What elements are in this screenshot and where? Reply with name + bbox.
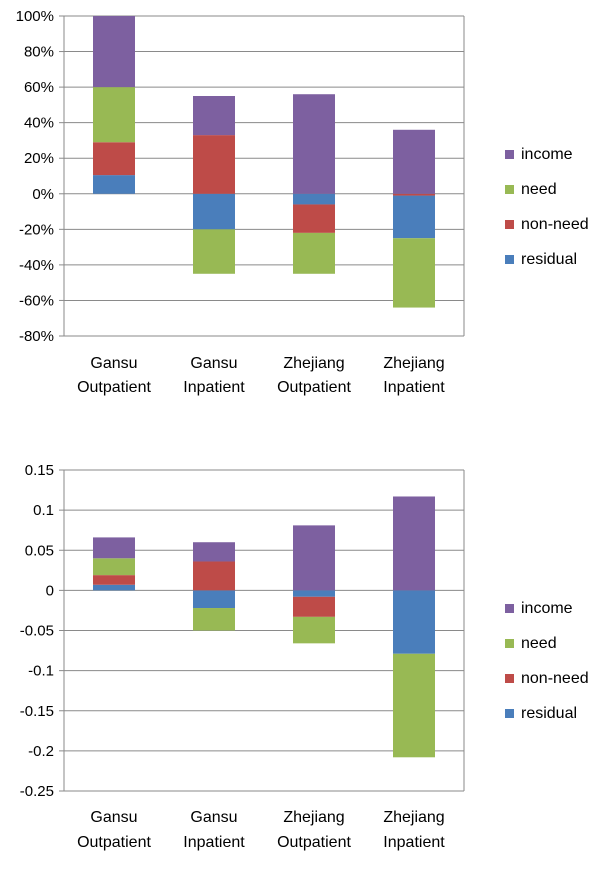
- bar-income: [393, 129, 435, 194]
- x-category-label: Zhejiang: [383, 355, 444, 372]
- chart-2: 0.15 0.1 0.05 0 -0.05 -0.1 -0.15 -0.2 -0.25 Gansu…: [20, 462, 589, 851]
- x-category-label: Gansu: [190, 809, 237, 826]
- y-tick-label: 80%: [24, 44, 54, 61]
- x-category-label: Outpatient: [77, 379, 151, 396]
- x-category-label: Inpatient: [383, 379, 445, 396]
- bar-need: [193, 229, 235, 274]
- y-tick-label: 20%: [24, 150, 54, 167]
- y-tick-label: -0.25: [20, 783, 54, 800]
- bar-need: [293, 232, 335, 274]
- legend-swatch-residual: [505, 709, 514, 718]
- x-category-label: Gansu: [90, 355, 137, 372]
- y-tick-label: 40%: [24, 115, 54, 132]
- bar-residual: [393, 590, 435, 654]
- bar-income: [93, 16, 135, 88]
- legend-label: non-need: [521, 216, 589, 233]
- legend-swatch-residual: [505, 255, 514, 264]
- legend-label: income: [521, 600, 573, 617]
- legend-swatch-need: [505, 639, 514, 648]
- bar-income: [293, 94, 335, 194]
- legend-label: residual: [521, 705, 577, 722]
- y-tick-label: -0.2: [28, 743, 54, 760]
- legend-swatch-non-need: [505, 674, 514, 683]
- y-tick-label: -20%: [19, 221, 54, 238]
- bar-residual: [93, 584, 135, 591]
- y-tick-label: -80%: [19, 328, 54, 345]
- x-category-label: Outpatient: [277, 834, 351, 851]
- bar-non-need: [193, 135, 235, 194]
- x-category-label: Inpatient: [183, 379, 245, 396]
- bar-need: [393, 653, 435, 758]
- bar-income: [293, 525, 335, 591]
- y-tick-label: -0.15: [20, 703, 54, 720]
- y-tick-label: 0: [46, 582, 54, 599]
- bar-need: [393, 238, 435, 308]
- y-tick-label: 0.15: [25, 462, 54, 479]
- bar-income: [193, 96, 235, 136]
- legend-label: need: [521, 181, 557, 198]
- bar-non-need: [293, 204, 335, 233]
- bar-need: [293, 616, 335, 644]
- bar-need: [193, 608, 235, 631]
- x-category-label: Gansu: [90, 809, 137, 826]
- y-tick-label: 60%: [24, 79, 54, 96]
- x-category-label: Outpatient: [277, 379, 351, 396]
- y-tick-label: -0.1: [28, 663, 54, 680]
- bar-residual: [93, 175, 135, 194]
- x-category-label: Outpatient: [77, 834, 151, 851]
- bar-residual: [193, 590, 235, 609]
- x-category-label: Gansu: [190, 355, 237, 372]
- x-category-label: Zhejiang: [283, 809, 344, 826]
- bar-non-need: [293, 596, 335, 617]
- legend-label: income: [521, 146, 573, 163]
- legend-label: non-need: [521, 670, 589, 687]
- bar-non-need: [93, 575, 135, 585]
- y-tick-label: 0.05: [25, 542, 54, 559]
- y-tick-label: 100%: [16, 8, 54, 25]
- y-tick-label: 0%: [32, 186, 54, 203]
- bar-non-need: [193, 561, 235, 591]
- bar-need: [93, 558, 135, 576]
- x-category-label: Inpatient: [183, 834, 245, 851]
- bar-income: [393, 496, 435, 591]
- legend-label: need: [521, 635, 557, 652]
- chart-1: 100% 80% 60% 40% 20% 0% -20% -40% -60% -80% Gansu O…: [16, 8, 589, 396]
- bar-residual: [393, 195, 435, 239]
- x-category-label: Zhejiang: [283, 355, 344, 372]
- bar-non-need: [93, 142, 135, 176]
- x-category-label: Zhejiang: [383, 809, 444, 826]
- legend-swatch-income: [505, 150, 514, 159]
- y-tick-label: 0.1: [33, 502, 54, 519]
- y-tick-label: -0.05: [20, 623, 54, 640]
- bar-need: [93, 87, 135, 143]
- bar-residual: [293, 193, 335, 205]
- bar-income: [193, 542, 235, 562]
- y-tick-label: -40%: [19, 257, 54, 274]
- bar-residual: [293, 590, 335, 597]
- legend-swatch-non-need: [505, 220, 514, 229]
- bar-non-need: [393, 193, 435, 196]
- y-tick-label: -60%: [19, 292, 54, 309]
- legend-label: residual: [521, 251, 577, 268]
- x-category-label: Inpatient: [383, 834, 445, 851]
- legend-swatch-income: [505, 604, 514, 613]
- bar-income: [93, 537, 135, 559]
- legend-swatch-need: [505, 185, 514, 194]
- bar-residual: [193, 193, 235, 230]
